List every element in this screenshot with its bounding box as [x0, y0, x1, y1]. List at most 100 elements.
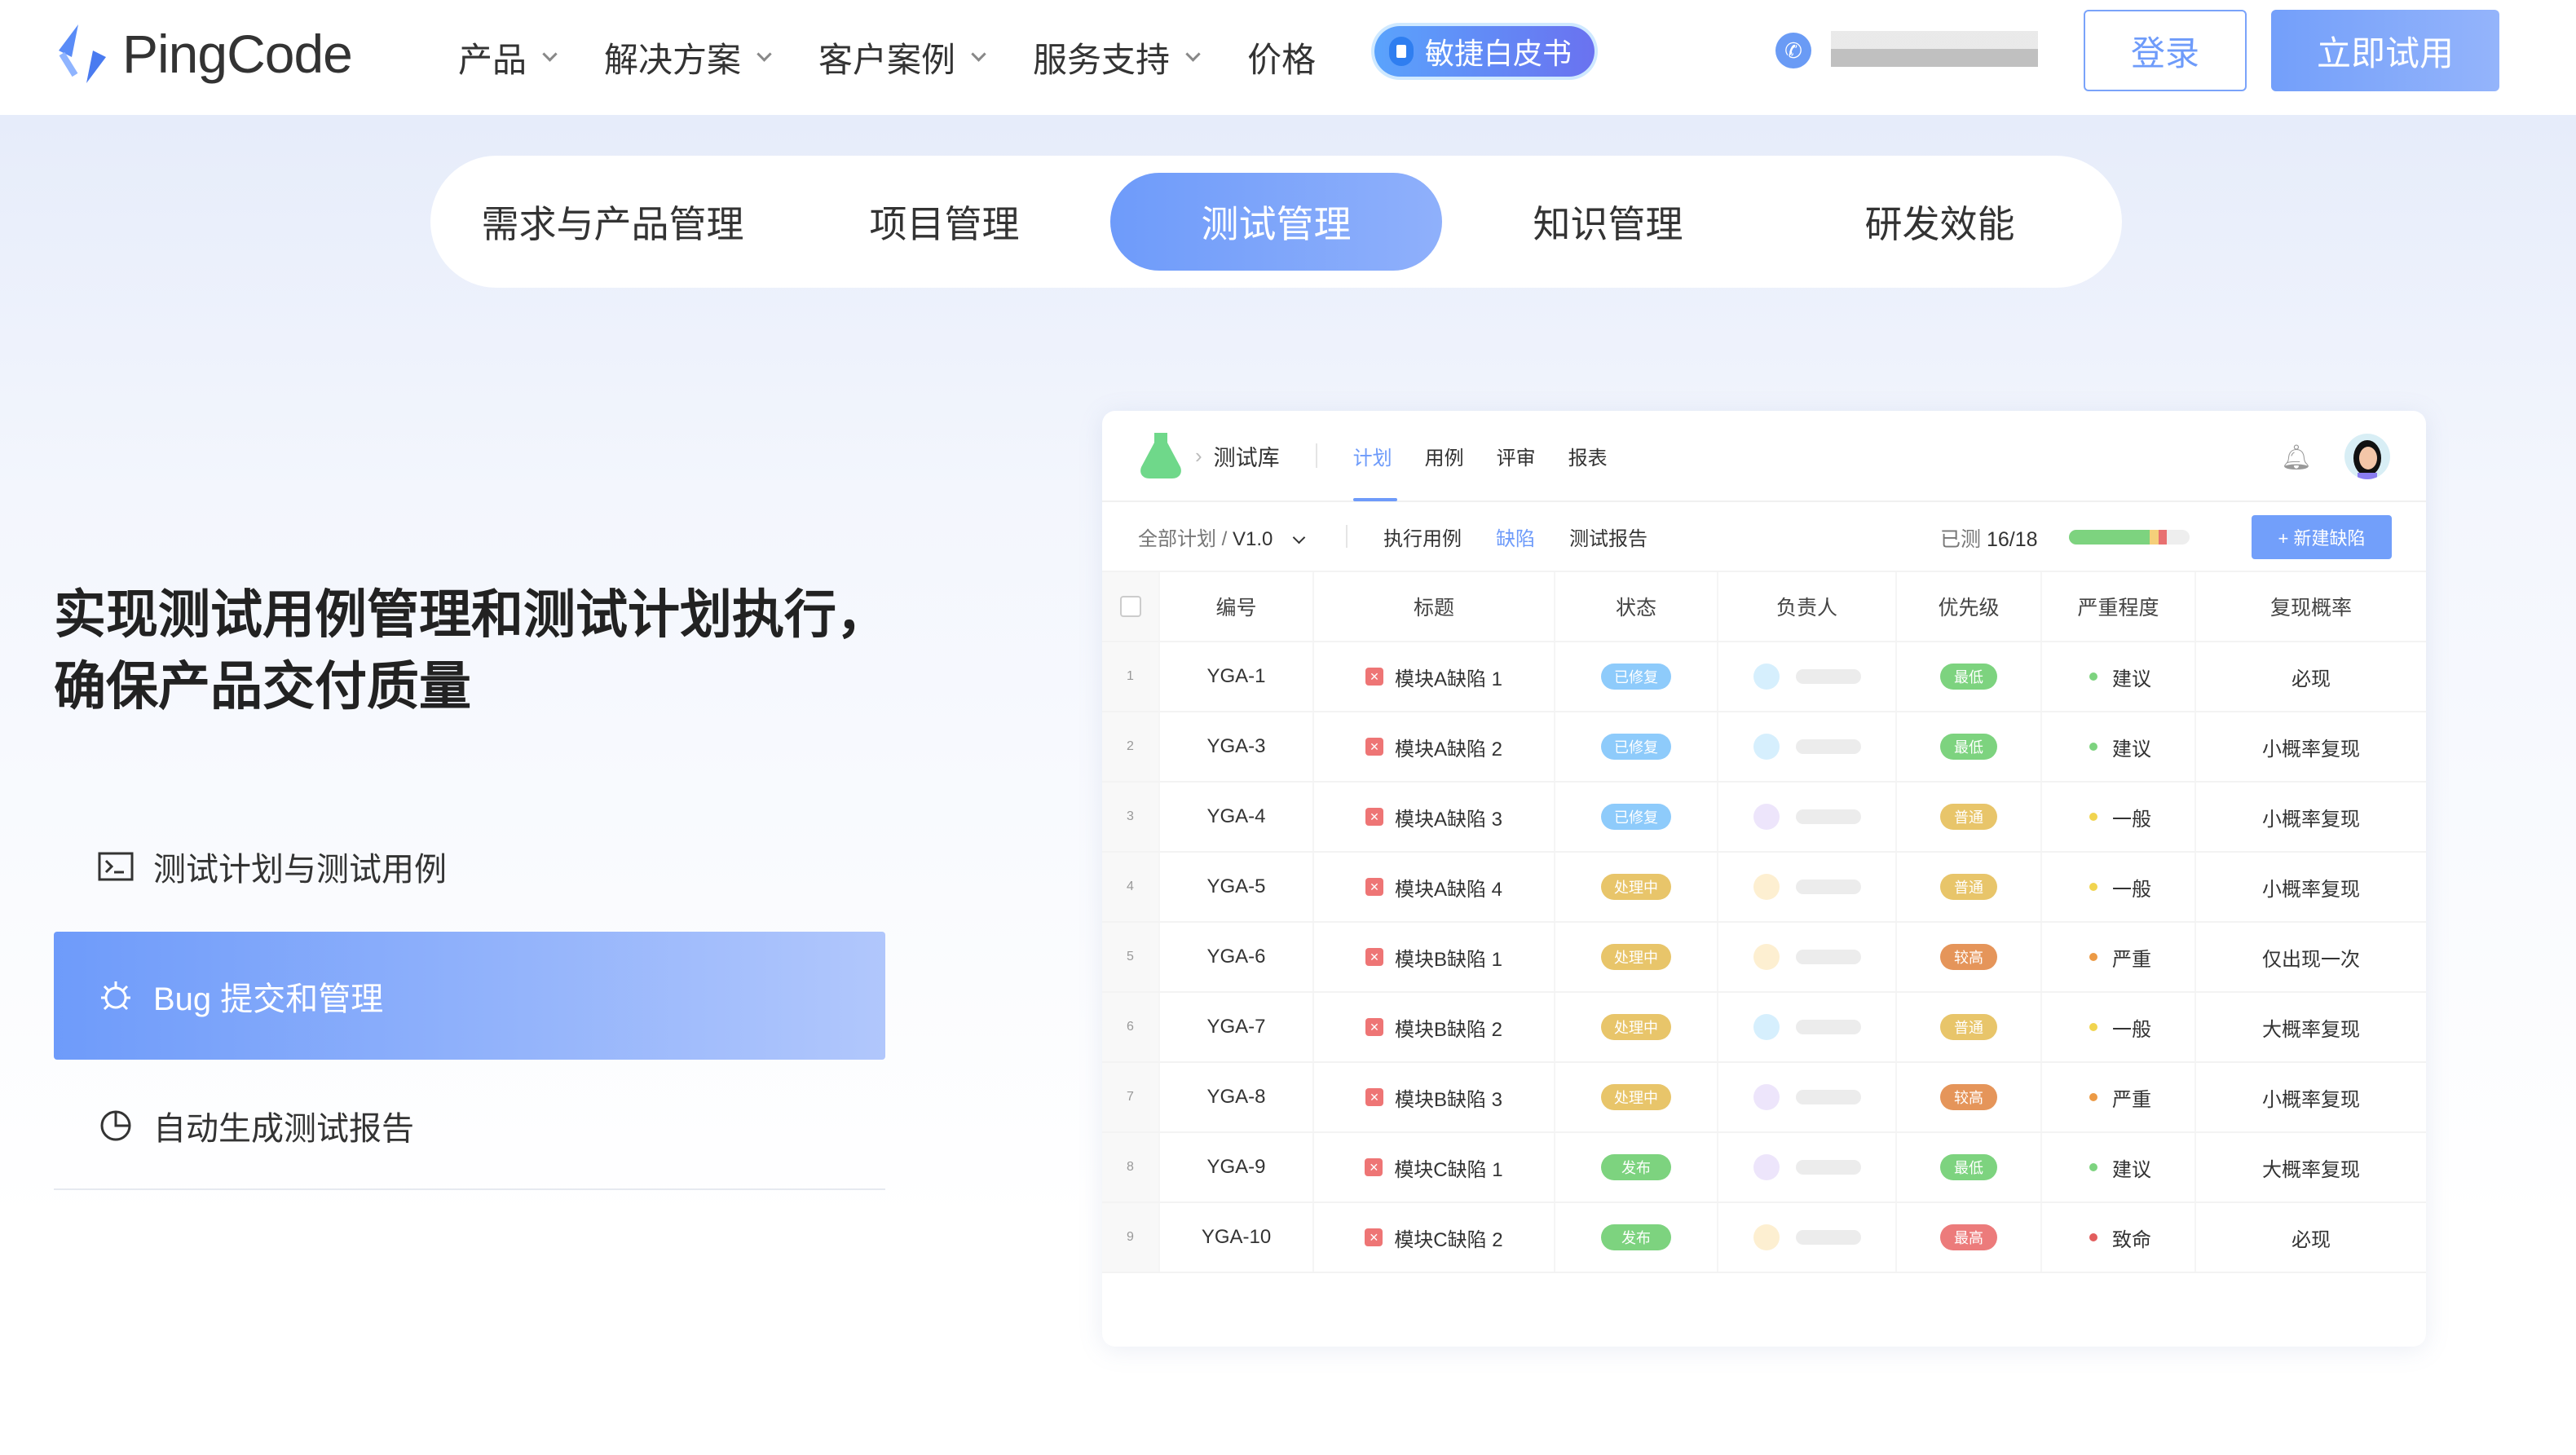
- severity-cell[interactable]: 一般: [2042, 853, 2196, 921]
- assignee-cell[interactable]: [1718, 853, 1897, 921]
- defect-id[interactable]: YGA-9: [1160, 1133, 1314, 1201]
- priority-cell[interactable]: 较高: [1897, 923, 2042, 991]
- assignee-cell[interactable]: [1718, 1063, 1897, 1131]
- tab-knowledge[interactable]: 知识管理: [1533, 203, 1683, 245]
- defect-title-cell[interactable]: ✕ 模块A缺陷 2: [1314, 712, 1555, 781]
- defect-title-cell[interactable]: ✕ 模块A缺陷 3: [1314, 783, 1555, 851]
- severity-cell[interactable]: 建议: [2042, 712, 2196, 781]
- defect-title-cell[interactable]: ✕ 模块A缺陷 4: [1314, 853, 1555, 921]
- assignee-cell[interactable]: [1718, 783, 1897, 851]
- assignee-cell[interactable]: [1718, 923, 1897, 991]
- table-row[interactable]: 8 YGA-9 ✕ 模块C缺陷 1 发布 最低 建议 大概率复现: [1102, 1133, 2426, 1203]
- priority-cell[interactable]: 普通: [1897, 853, 2042, 921]
- card-tab-cases[interactable]: 用例: [1424, 447, 1464, 470]
- column-header[interactable]: 复现概率: [2269, 597, 2352, 619]
- assignee-cell[interactable]: [1718, 712, 1897, 781]
- library-name[interactable]: 测试库: [1213, 445, 1280, 470]
- severity-cell[interactable]: 严重: [2042, 923, 2196, 991]
- table-row[interactable]: 9 YGA-10 ✕ 模块C缺陷 2 发布 最高 致命 必现: [1102, 1203, 2426, 1273]
- severity-cell[interactable]: 建议: [2042, 642, 2196, 711]
- pingcode-logo[interactable]: PingCode: [54, 21, 353, 86]
- status-cell[interactable]: 处理中: [1555, 1063, 1718, 1131]
- free-trial-button[interactable]: 立即试用: [2271, 10, 2499, 91]
- defect-id[interactable]: YGA-6: [1160, 923, 1314, 991]
- status-cell[interactable]: 已修复: [1555, 783, 1718, 851]
- table-row[interactable]: 1 YGA-1 ✕ 模块A缺陷 1 已修复 最低 建议 必现: [1102, 642, 2426, 712]
- subtab-defects[interactable]: 缺陷: [1496, 527, 1536, 550]
- new-defect-button[interactable]: + 新建缺陷: [2252, 515, 2392, 559]
- tab-testing[interactable]: 测试管理: [1110, 173, 1442, 271]
- assignee-cell[interactable]: [1718, 993, 1897, 1061]
- column-header[interactable]: 状态: [1555, 572, 1718, 641]
- table-row[interactable]: 5 YGA-6 ✕ 模块B缺陷 1 处理中 较高 严重 仅出现一次: [1102, 923, 2426, 993]
- severity-cell[interactable]: 一般: [2042, 993, 2196, 1061]
- column-header[interactable]: 严重程度: [2042, 572, 2196, 641]
- nav-pricing[interactable]: 价格: [1247, 33, 1316, 82]
- assignee-cell[interactable]: [1718, 1133, 1897, 1201]
- defect-id[interactable]: YGA-1: [1160, 642, 1314, 711]
- assignee-cell[interactable]: [1718, 642, 1897, 711]
- defect-title-cell[interactable]: ✕ 模块B缺陷 3: [1314, 1063, 1555, 1131]
- priority-cell[interactable]: 普通: [1897, 993, 2042, 1061]
- priority-cell[interactable]: 较高: [1897, 1063, 2042, 1131]
- nav-support[interactable]: 服务支持: [1033, 33, 1201, 82]
- whitepaper-button[interactable]: 敏捷白皮书: [1374, 26, 1595, 77]
- tab-requirements[interactable]: 需求与产品管理: [481, 203, 744, 245]
- defect-id[interactable]: YGA-10: [1160, 1203, 1314, 1272]
- card-tab-plan[interactable]: 计划: [1352, 411, 1397, 501]
- defect-id[interactable]: YGA-5: [1160, 853, 1314, 921]
- status-cell[interactable]: 处理中: [1555, 993, 1718, 1061]
- defect-id[interactable]: YGA-3: [1160, 712, 1314, 781]
- defect-title-cell[interactable]: ✕ 模块A缺陷 1: [1314, 642, 1555, 711]
- status-cell[interactable]: 已修复: [1555, 712, 1718, 781]
- tab-projects[interactable]: 项目管理: [869, 203, 1020, 245]
- select-all-checkbox[interactable]: [1119, 596, 1141, 617]
- status-cell[interactable]: 处理中: [1555, 853, 1718, 921]
- status-cell[interactable]: 发布: [1555, 1133, 1718, 1201]
- column-header[interactable]: 标题: [1314, 572, 1555, 641]
- bell-icon[interactable]: 🔔︎: [2280, 444, 2312, 471]
- assignee-cell[interactable]: [1718, 1203, 1897, 1272]
- nav-products[interactable]: 产品: [458, 33, 558, 82]
- column-header[interactable]: 优先级: [1897, 572, 2042, 641]
- column-header[interactable]: 负责人: [1718, 572, 1897, 641]
- status-cell[interactable]: 发布: [1555, 1203, 1718, 1272]
- table-row[interactable]: 6 YGA-7 ✕ 模块B缺陷 2 处理中 普通 一般 大概率复现: [1102, 993, 2426, 1063]
- severity-cell[interactable]: 严重: [2042, 1063, 2196, 1131]
- nav-cases[interactable]: 客户案例: [818, 33, 986, 82]
- feature-auto-report[interactable]: 自动生成测试报告: [54, 1061, 885, 1189]
- column-header[interactable]: 编号: [1160, 572, 1314, 641]
- card-tab-reports[interactable]: 报表: [1568, 447, 1608, 470]
- subtab-test-report[interactable]: 测试报告: [1569, 527, 1648, 550]
- defect-title-cell[interactable]: ✕ 模块C缺陷 1: [1314, 1133, 1555, 1201]
- table-row[interactable]: 4 YGA-5 ✕ 模块A缺陷 4 处理中 普通 一般 小概率复现: [1102, 853, 2426, 923]
- status-cell[interactable]: 已修复: [1555, 642, 1718, 711]
- login-button[interactable]: 登录: [2084, 10, 2247, 91]
- defect-title-cell[interactable]: ✕ 模块C缺陷 2: [1314, 1203, 1555, 1272]
- status-cell[interactable]: 处理中: [1555, 923, 1718, 991]
- table-row[interactable]: 7 YGA-8 ✕ 模块B缺陷 3 处理中 较高 严重 小概率复现: [1102, 1063, 2426, 1133]
- feature-test-plans[interactable]: 测试计划与测试用例: [54, 802, 885, 930]
- tab-efficiency[interactable]: 研发效能: [1864, 203, 2015, 245]
- card-tab-review[interactable]: 评审: [1496, 447, 1536, 470]
- table-row[interactable]: 2 YGA-3 ✕ 模块A缺陷 2 已修复 最低 建议 小概率复现: [1102, 712, 2426, 783]
- defect-id[interactable]: YGA-7: [1160, 993, 1314, 1061]
- nav-solutions[interactable]: 解决方案: [604, 33, 772, 82]
- defect-title-cell[interactable]: ✕ 模块B缺陷 1: [1314, 923, 1555, 991]
- priority-cell[interactable]: 最低: [1897, 1133, 2042, 1201]
- priority-cell[interactable]: 最高: [1897, 1203, 2042, 1272]
- defect-id[interactable]: YGA-8: [1160, 1063, 1314, 1131]
- priority-cell[interactable]: 最低: [1897, 642, 2042, 711]
- defect-id[interactable]: YGA-4: [1160, 783, 1314, 851]
- user-avatar[interactable]: [2344, 434, 2390, 479]
- severity-cell[interactable]: 致命: [2042, 1203, 2196, 1272]
- defect-title-cell[interactable]: ✕ 模块B缺陷 2: [1314, 993, 1555, 1061]
- severity-cell[interactable]: 建议: [2042, 1133, 2196, 1201]
- priority-cell[interactable]: 普通: [1897, 783, 2042, 851]
- phone-icon[interactable]: ✆: [1775, 33, 1811, 68]
- subtab-run-cases[interactable]: 执行用例: [1383, 527, 1462, 550]
- table-row[interactable]: 3 YGA-4 ✕ 模块A缺陷 3 已修复 普通 一般 小概率复现: [1102, 783, 2426, 853]
- severity-cell[interactable]: 一般: [2042, 783, 2196, 851]
- feature-bug-management[interactable]: Bug 提交和管理: [54, 932, 885, 1060]
- plan-selector[interactable]: 全部计划 / V1.0: [1138, 522, 1306, 551]
